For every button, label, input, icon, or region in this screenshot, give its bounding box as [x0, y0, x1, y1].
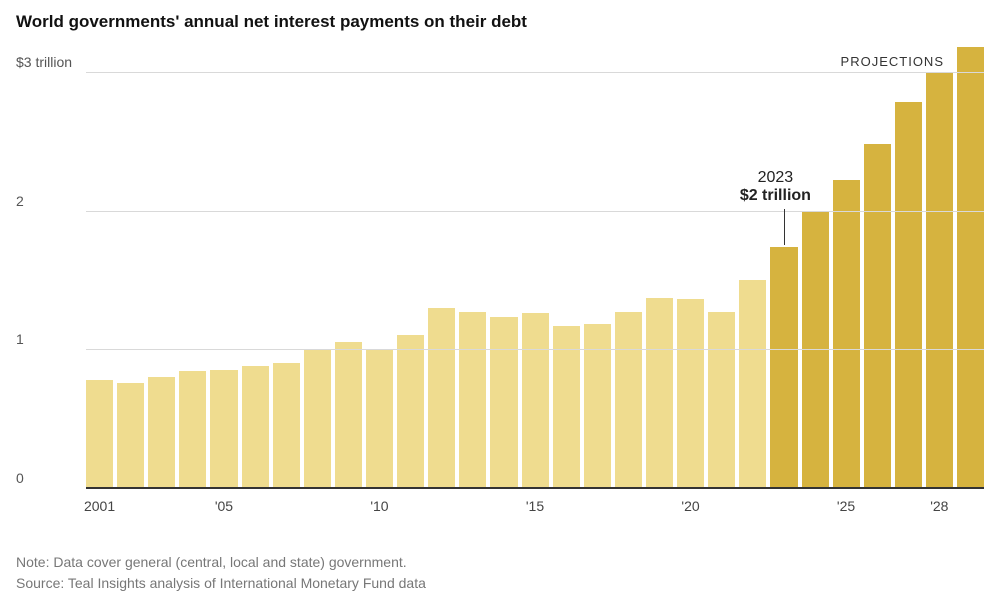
bar-historical: [459, 312, 486, 488]
y-axis-label: 0: [16, 470, 24, 488]
bar-historical: [179, 371, 206, 488]
bar-historical: [708, 312, 735, 488]
baseline: [86, 487, 984, 489]
y-axis-label: $3 trillion: [16, 54, 72, 72]
bars-container: [86, 44, 984, 488]
bar-historical: [522, 313, 549, 488]
x-axis-label: '20: [681, 498, 699, 514]
x-axis-label: '28: [930, 498, 948, 514]
bar-historical: [86, 380, 113, 488]
x-axis-label: '25: [837, 498, 855, 514]
bar-historical: [397, 335, 424, 488]
bar-historical: [428, 308, 455, 488]
projections-label: PROJECTIONS: [841, 54, 944, 69]
chart-title: World governments' annual net interest p…: [16, 12, 984, 32]
source-text: Source: Teal Insights analysis of Intern…: [16, 573, 426, 593]
bar-historical: [117, 383, 144, 488]
bar-projection: [864, 144, 891, 488]
gridline: [86, 72, 984, 73]
x-axis-label: '05: [215, 498, 233, 514]
callout-value: $2 trillion: [740, 187, 811, 205]
bar-historical: [304, 349, 331, 488]
plot-area: 012$3 trillionPROJECTIONS2023$2 trillion: [86, 44, 984, 488]
bar-historical: [615, 312, 642, 488]
callout: 2023$2 trillion: [740, 169, 811, 205]
bar-projection: [895, 102, 922, 488]
y-axis-label: 1: [16, 331, 24, 349]
bar-projection: [770, 247, 797, 488]
y-axis-label: 2: [16, 193, 24, 211]
x-axis-label: '10: [370, 498, 388, 514]
bar-historical: [677, 299, 704, 488]
x-axis-label: '15: [526, 498, 544, 514]
gridline: [86, 349, 984, 350]
note-text: Note: Data cover general (central, local…: [16, 552, 426, 572]
bar-projection: [926, 72, 953, 488]
bar-projection: [833, 180, 860, 488]
bar-historical: [335, 342, 362, 488]
x-axis: 2001 '05 '10 '15 '20 '25 '28: [86, 490, 984, 524]
bar-historical: [739, 280, 766, 488]
callout-leader-line: [784, 209, 785, 245]
bar-projection: [957, 47, 984, 488]
bar-historical: [646, 298, 673, 488]
bar-historical: [273, 363, 300, 488]
gridline: [86, 211, 984, 212]
bar-historical: [242, 366, 269, 488]
callout-year: 2023: [740, 169, 811, 187]
chart: 0 1 2 $3 trillion PROJECTIONS 2023$2 trillion…: [16, 44, 984, 524]
x-axis-label: 2001: [84, 498, 115, 514]
bar-historical: [366, 349, 393, 488]
bar-historical: [148, 377, 175, 488]
chart-footer: Note: Data cover general (central, local…: [16, 552, 426, 593]
bar-historical: [210, 370, 237, 488]
bar-historical: [490, 317, 517, 488]
